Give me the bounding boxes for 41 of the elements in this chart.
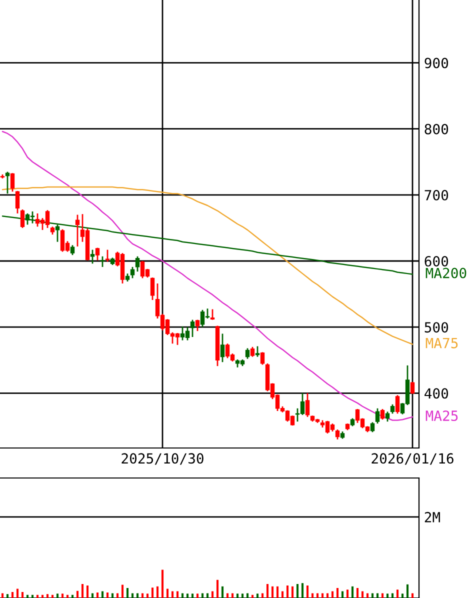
candlestick bbox=[10, 172, 15, 192]
candlestick bbox=[260, 351, 265, 366]
candlestick bbox=[220, 332, 225, 363]
candlestick bbox=[210, 308, 215, 321]
candlestick bbox=[135, 256, 140, 272]
candlestick bbox=[70, 244, 75, 256]
x-tick-label: 2026/01/16 bbox=[372, 453, 454, 465]
candlestick bbox=[100, 256, 105, 268]
series-label: MA75 bbox=[426, 338, 458, 348]
candlestick bbox=[190, 319, 195, 338]
series-label: MA25 bbox=[426, 410, 458, 422]
y-tick-label: 900 bbox=[424, 58, 448, 68]
candlestick bbox=[305, 392, 310, 418]
y-tick-label: 400 bbox=[424, 388, 448, 399]
candlestick bbox=[395, 394, 400, 414]
candlestick bbox=[20, 208, 25, 229]
candlestick bbox=[15, 190, 20, 214]
candlestick bbox=[250, 346, 255, 358]
candlestick bbox=[55, 224, 60, 243]
candlestick bbox=[335, 428, 340, 440]
candlestick bbox=[380, 408, 385, 420]
candlestick bbox=[255, 346, 260, 358]
candlestick bbox=[90, 249, 95, 264]
y-tick-label: 800 bbox=[424, 124, 448, 134]
candlestick bbox=[370, 422, 375, 433]
y-tick-label: 2M bbox=[424, 512, 440, 522]
candlestick bbox=[95, 247, 100, 262]
candlestick bbox=[375, 408, 380, 424]
y-tick-label: 500 bbox=[424, 322, 448, 333]
line-series bbox=[2, 130, 414, 421]
x-tick-label: 2025/10/30 bbox=[122, 453, 204, 465]
y-tick-label: 700 bbox=[424, 190, 448, 200]
candlestick bbox=[105, 249, 110, 262]
candlestick bbox=[150, 276, 155, 301]
series-label: MA200 bbox=[426, 268, 466, 278]
candlestick bbox=[75, 214, 80, 248]
candlestick bbox=[385, 410, 390, 422]
candlestick bbox=[130, 266, 135, 279]
y-tick-label: 600 bbox=[424, 256, 448, 267]
candlestick bbox=[245, 348, 250, 360]
candlestick bbox=[390, 404, 395, 414]
